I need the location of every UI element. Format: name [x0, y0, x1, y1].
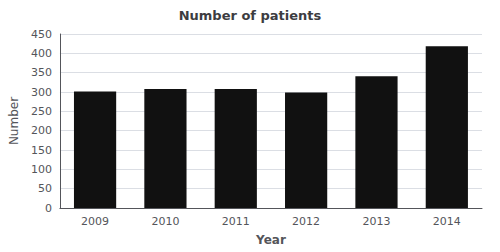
svg-text:Number of patients: Number of patients	[179, 8, 322, 23]
svg-text:50: 50	[38, 182, 52, 195]
svg-text:2012: 2012	[292, 215, 320, 228]
svg-text:350: 350	[31, 66, 52, 79]
svg-text:Year: Year	[255, 233, 286, 247]
svg-text:2014: 2014	[433, 215, 461, 228]
svg-text:250: 250	[31, 105, 52, 118]
svg-text:150: 150	[31, 144, 52, 157]
svg-text:400: 400	[31, 47, 52, 60]
svg-text:200: 200	[31, 124, 52, 137]
svg-text:2009: 2009	[81, 215, 109, 228]
svg-text:300: 300	[31, 86, 52, 99]
svg-text:2011: 2011	[222, 215, 250, 228]
svg-text:Number: Number	[7, 97, 21, 145]
svg-text:450: 450	[31, 28, 52, 41]
svg-text:2010: 2010	[151, 215, 179, 228]
svg-text:2013: 2013	[362, 215, 390, 228]
svg-text:100: 100	[31, 163, 52, 176]
svg-text:0: 0	[45, 202, 52, 215]
